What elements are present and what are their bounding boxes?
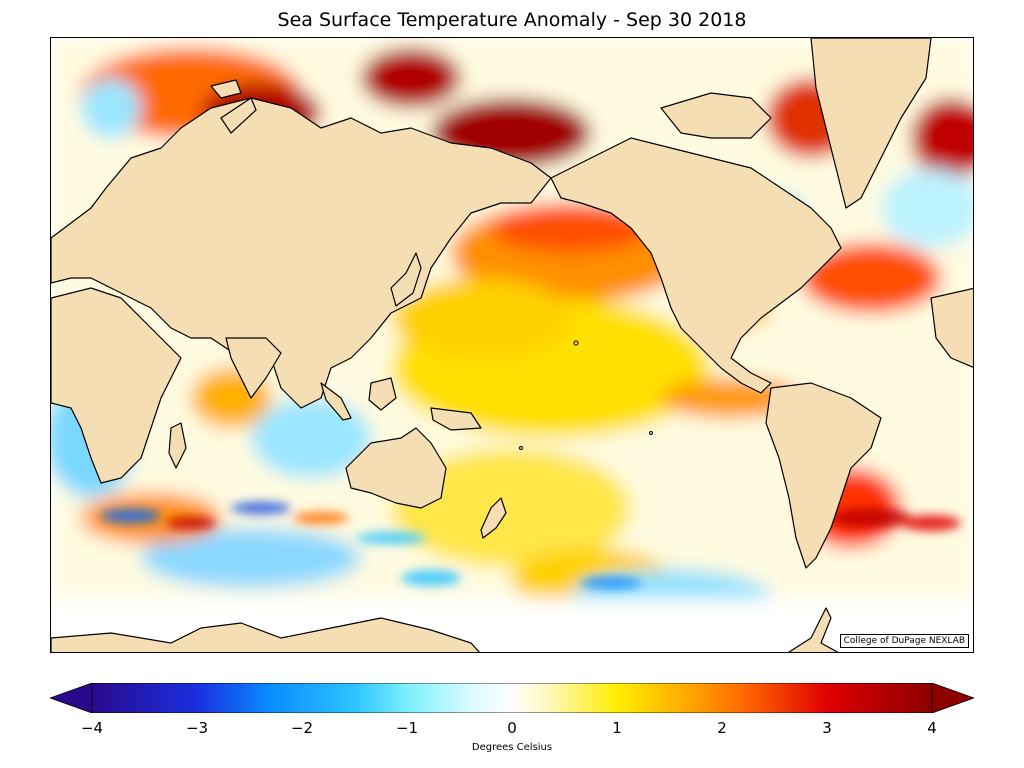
antarctica-west xyxy=(51,617,480,652)
south-america xyxy=(765,382,882,569)
sumatra xyxy=(320,382,352,421)
colorbar-tick-label: −3 xyxy=(185,719,209,737)
colorbar-tick-label: 3 xyxy=(822,719,832,737)
colorbar-left-extension xyxy=(50,683,93,713)
madagascar xyxy=(168,422,187,469)
new-guinea xyxy=(430,407,482,431)
japan xyxy=(390,252,422,307)
colorbar-tick-label: −4 xyxy=(80,719,104,737)
colorbar xyxy=(50,683,974,713)
colorbar-tick-label: 2 xyxy=(717,719,727,737)
new-zealand xyxy=(480,497,507,539)
eurasia xyxy=(51,97,552,409)
svalbard xyxy=(210,79,242,99)
borneo xyxy=(368,377,397,411)
india xyxy=(225,337,282,399)
colorbar-tick-label: 1 xyxy=(612,719,622,737)
arctic-islands xyxy=(660,92,772,139)
pacific-islands xyxy=(519,340,653,450)
australia xyxy=(345,427,447,509)
colorbar-tick-label: 4 xyxy=(927,719,937,737)
colorbar-tick-label: −1 xyxy=(395,719,419,737)
sst-anomaly-map: College of DuPage NEXLAB xyxy=(50,37,974,653)
antarctica-peninsula xyxy=(788,607,839,652)
chart-title: Sea Surface Temperature Anomaly - Sep 30… xyxy=(277,9,747,31)
europe-west xyxy=(930,287,973,368)
colorbar-tick-label: −2 xyxy=(290,719,314,737)
anomaly-field xyxy=(51,38,973,652)
colorbar-right-extension xyxy=(931,683,974,713)
colorbar-body xyxy=(91,683,933,713)
greenland xyxy=(810,38,932,209)
map-canvas xyxy=(51,38,973,652)
north-america xyxy=(550,137,842,394)
colorbar-label: Degrees Celsius xyxy=(471,742,553,753)
novaya-zemlya xyxy=(220,97,257,134)
colorbar-tick-label: 0 xyxy=(507,719,517,737)
southern-ocean-band xyxy=(101,502,961,589)
land-masses xyxy=(51,38,973,652)
africa xyxy=(51,287,182,484)
credit-label: College of DuPage NEXLAB xyxy=(839,634,969,648)
